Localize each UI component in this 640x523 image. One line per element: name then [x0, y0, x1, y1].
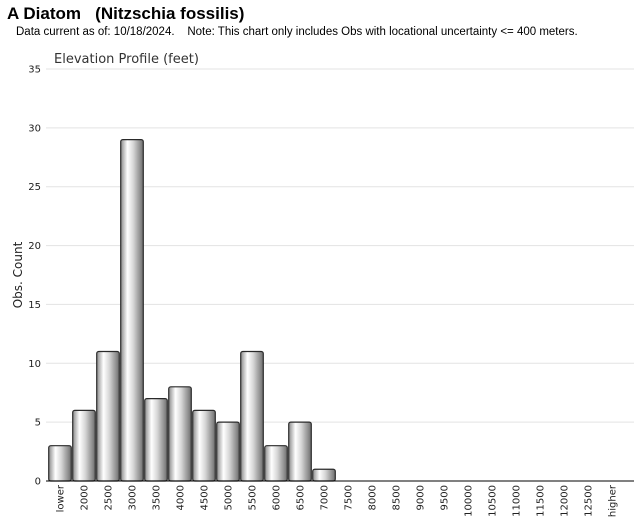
- x-tick-label: 11000: [512, 485, 523, 517]
- x-tick-label: 5500: [248, 485, 259, 510]
- y-tick-label: 10: [28, 359, 41, 370]
- y-tick-labels: 0 5 10 15 20 25 30 35: [28, 65, 41, 488]
- y-tick-label: 30: [28, 123, 41, 134]
- bar: [192, 409, 216, 482]
- y-tick-label: 0: [35, 477, 41, 488]
- bar: [216, 421, 240, 482]
- x-tick-label: 6500: [296, 485, 307, 510]
- x-tick-label: 2000: [80, 485, 91, 510]
- y-tick-label: 20: [28, 241, 41, 252]
- bar: [96, 350, 120, 482]
- y-axis-label: Obs. Count: [11, 241, 25, 308]
- x-tick-label: 9500: [440, 485, 451, 510]
- x-tick-label: 5000: [224, 485, 235, 510]
- bar: [312, 468, 336, 482]
- x-tick-label: 12000: [560, 485, 571, 517]
- x-tick-label: 8000: [368, 485, 379, 510]
- plot-title: Elevation Profile (feet): [54, 52, 199, 67]
- bars: [48, 139, 336, 482]
- x-tick-labels: lower 2000 2500 3000 3500 4000 4500 5000 5500 600…: [56, 484, 619, 517]
- x-tick-label: 10500: [488, 485, 499, 517]
- bar: [48, 445, 72, 482]
- x-tick-label: 7000: [320, 485, 331, 510]
- x-tick-label: 4500: [200, 485, 211, 510]
- x-tick-label: 8500: [392, 485, 403, 510]
- bar: [120, 139, 144, 482]
- bar: [288, 421, 312, 482]
- grid-lines: [46, 68, 634, 423]
- x-tick-label: 2500: [104, 485, 115, 510]
- x-tick-label: 12500: [584, 485, 595, 517]
- x-tick-label: 3000: [128, 485, 139, 510]
- x-tick-label: 4000: [176, 485, 187, 510]
- x-tick-label: 6000: [272, 485, 283, 510]
- bar: [168, 386, 192, 482]
- x-tick-label: higher: [608, 484, 619, 517]
- bar: [72, 409, 96, 482]
- bar: [144, 398, 168, 482]
- y-tick-label: 15: [28, 300, 41, 311]
- y-tick-label: 5: [35, 418, 41, 429]
- bar: [240, 350, 264, 482]
- y-tick-label: 25: [28, 182, 41, 193]
- x-tick-label: 7500: [344, 485, 355, 510]
- x-tick-label: lower: [56, 484, 67, 512]
- y-tick-label: 35: [28, 65, 41, 76]
- x-tick-label: 11500: [536, 485, 547, 517]
- x-tick-label: 9000: [416, 485, 427, 510]
- bar: [264, 445, 288, 482]
- chart-title: A Diatom (Nitzschia fossilis): [7, 4, 245, 23]
- x-tick-label: 3500: [152, 485, 163, 510]
- x-tick-label: 10000: [464, 485, 475, 517]
- chart-note: Data current as of: 10/18/2024. Note: Th…: [16, 26, 578, 38]
